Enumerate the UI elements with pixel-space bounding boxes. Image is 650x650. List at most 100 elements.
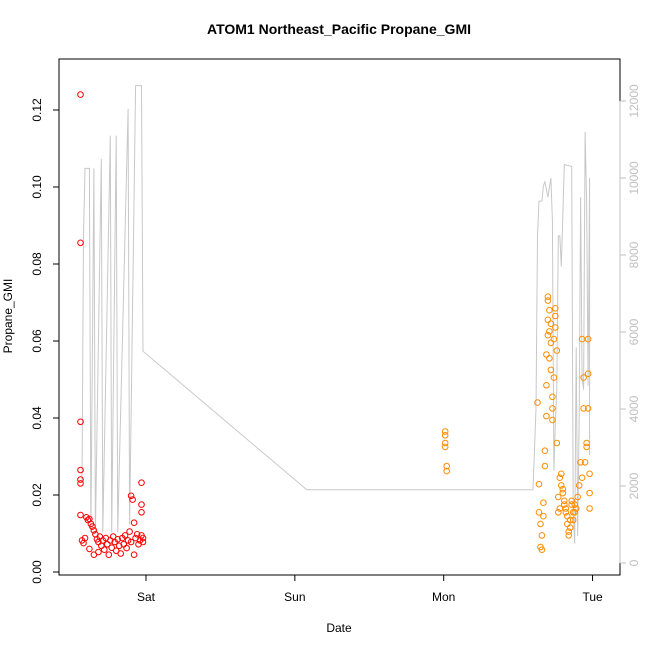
data-point bbox=[552, 312, 559, 320]
chart-title: ATOM1 Northeast_Pacific Propane_GMI bbox=[207, 21, 471, 37]
data-point bbox=[90, 527, 98, 534]
data-point bbox=[561, 497, 568, 505]
x-axis: Sat Sun Mon Tue bbox=[137, 574, 603, 604]
data-point bbox=[584, 370, 592, 378]
data-point bbox=[564, 520, 571, 528]
data-point bbox=[558, 482, 565, 489]
data-point bbox=[77, 418, 84, 426]
data-point bbox=[98, 542, 105, 550]
data-point bbox=[549, 416, 556, 424]
data-point bbox=[547, 366, 555, 374]
data-point bbox=[583, 439, 590, 447]
x-tick-label: Sun bbox=[284, 590, 305, 604]
data-point bbox=[538, 546, 546, 554]
data-point bbox=[77, 91, 84, 98]
data-point bbox=[86, 545, 93, 553]
data-point bbox=[571, 509, 579, 516]
data-point bbox=[552, 305, 559, 312]
x-axis-label: Date bbox=[326, 621, 352, 635]
y-tick-label: 0.08 bbox=[30, 252, 44, 276]
data-point bbox=[77, 239, 84, 247]
data-point bbox=[130, 551, 138, 559]
data-point bbox=[81, 534, 89, 542]
data-point bbox=[562, 505, 570, 512]
data-point bbox=[139, 534, 147, 542]
data-point bbox=[577, 459, 584, 466]
altitude-layer bbox=[81, 85, 591, 544]
data-point bbox=[126, 528, 133, 535]
data-point bbox=[123, 544, 130, 552]
y2-tick-label: 2000 bbox=[627, 472, 641, 499]
data-point bbox=[544, 316, 552, 324]
data-point bbox=[117, 550, 124, 557]
y-tick-label: 0.00 bbox=[30, 560, 44, 584]
points-layer bbox=[77, 91, 593, 559]
data-point bbox=[575, 482, 583, 489]
data-point bbox=[543, 351, 550, 358]
data-point bbox=[540, 499, 547, 507]
data-point bbox=[443, 462, 451, 470]
data-point bbox=[580, 405, 587, 412]
x-tick-label: Tue bbox=[582, 590, 603, 604]
y-axis-left: 0.00 0.02 0.04 0.06 0.08 0.10 0.12 bbox=[30, 98, 60, 584]
data-point bbox=[441, 439, 449, 447]
data-point bbox=[584, 405, 592, 412]
data-point bbox=[550, 374, 558, 381]
data-point bbox=[544, 293, 552, 301]
data-point bbox=[550, 335, 558, 343]
data-point bbox=[559, 489, 567, 497]
y2-tick-label: 4000 bbox=[627, 395, 641, 422]
y-tick-label: 0.10 bbox=[30, 175, 44, 199]
data-point bbox=[574, 493, 582, 501]
data-point bbox=[586, 489, 593, 497]
data-point bbox=[565, 532, 573, 539]
y2-tick-label: 12000 bbox=[627, 84, 641, 118]
data-point bbox=[129, 496, 136, 503]
data-point bbox=[89, 523, 96, 530]
data-point bbox=[568, 501, 576, 508]
y2-tick-label: 8000 bbox=[627, 241, 641, 268]
data-point bbox=[583, 443, 590, 451]
data-point bbox=[581, 459, 589, 466]
data-point bbox=[555, 493, 562, 501]
data-point bbox=[105, 551, 113, 559]
data-point bbox=[139, 538, 147, 546]
data-point bbox=[549, 405, 556, 412]
data-point bbox=[127, 538, 135, 546]
data-point bbox=[127, 492, 135, 500]
data-point bbox=[538, 532, 546, 539]
x-tick-label: Mon bbox=[432, 590, 455, 604]
y-axis-label: Propane_GMI bbox=[1, 279, 15, 354]
data-point bbox=[535, 480, 543, 488]
data-point bbox=[108, 544, 115, 552]
data-point bbox=[580, 374, 587, 381]
data-point bbox=[441, 443, 449, 451]
data-point bbox=[562, 509, 570, 516]
y-tick-label: 0.06 bbox=[30, 329, 44, 353]
data-point bbox=[569, 516, 577, 524]
data-point bbox=[571, 501, 579, 508]
data-point bbox=[555, 509, 562, 516]
data-point bbox=[566, 524, 574, 532]
y-tick-label: 0.02 bbox=[30, 483, 44, 507]
data-point bbox=[553, 347, 561, 354]
data-point bbox=[133, 531, 141, 538]
data-point bbox=[572, 505, 580, 512]
data-point bbox=[558, 470, 565, 478]
y2-tick-label: 0 bbox=[627, 559, 641, 566]
y2-tick-label: 6000 bbox=[627, 318, 641, 345]
x-tick-label: Sat bbox=[137, 590, 156, 604]
data-point bbox=[552, 324, 559, 331]
data-point bbox=[584, 335, 592, 343]
data-point bbox=[115, 542, 123, 550]
data-point bbox=[441, 432, 449, 439]
data-point bbox=[540, 512, 547, 520]
y2-tick-label: 10000 bbox=[627, 161, 641, 195]
data-point bbox=[535, 509, 543, 516]
data-point bbox=[121, 532, 129, 539]
data-point bbox=[95, 548, 102, 556]
data-point bbox=[101, 546, 108, 554]
data-point bbox=[546, 306, 553, 314]
y-tick-label: 0.04 bbox=[30, 406, 44, 430]
